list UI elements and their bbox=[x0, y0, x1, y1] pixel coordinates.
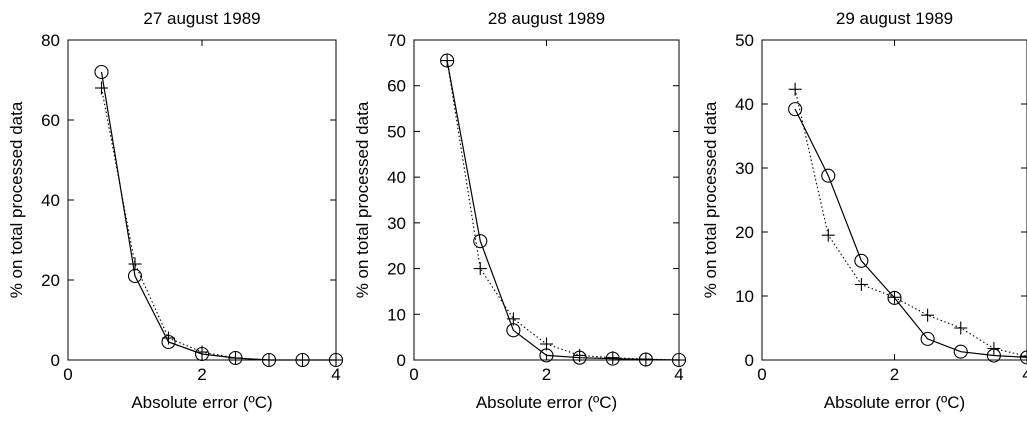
series-line-2 bbox=[795, 89, 1027, 356]
y-tick-label: 60 bbox=[387, 77, 406, 96]
y-tick-label: 30 bbox=[735, 159, 754, 178]
plot-area bbox=[95, 66, 343, 367]
subplot-3: 29 august 198902401020304050Absolute err… bbox=[701, 9, 1027, 412]
y-tick-label: 80 bbox=[41, 31, 60, 50]
x-tick-label: 0 bbox=[757, 365, 766, 384]
plot-frame bbox=[68, 40, 336, 360]
y-axis-label: % on total processed data bbox=[7, 101, 26, 298]
data-point-plus bbox=[474, 262, 487, 275]
plot-area bbox=[441, 54, 686, 366]
x-tick-label: 4 bbox=[674, 365, 683, 384]
x-tick-label: 4 bbox=[1022, 365, 1027, 384]
data-point-plus bbox=[954, 322, 967, 335]
y-tick-label: 40 bbox=[387, 168, 406, 187]
x-axis-label: Absolute error (ºC) bbox=[824, 393, 965, 412]
y-axis-label: % on total processed data bbox=[353, 101, 372, 298]
y-tick-label: 40 bbox=[735, 95, 754, 114]
y-tick-label: 0 bbox=[51, 351, 60, 370]
series-line-2 bbox=[447, 61, 679, 360]
y-tick-label: 10 bbox=[735, 287, 754, 306]
data-point-plus bbox=[129, 258, 142, 271]
data-point-plus bbox=[95, 82, 108, 95]
y-tick-label: 50 bbox=[387, 122, 406, 141]
data-point-plus bbox=[196, 346, 209, 359]
data-point-plus bbox=[606, 351, 619, 364]
x-tick-label: 0 bbox=[409, 365, 418, 384]
data-point-plus bbox=[987, 342, 1000, 355]
chart-title: 28 august 1989 bbox=[488, 9, 605, 28]
data-point-plus bbox=[540, 338, 553, 351]
data-point-plus bbox=[855, 278, 868, 291]
y-axis-label: % on total processed data bbox=[701, 101, 720, 298]
chart-title: 27 august 1989 bbox=[143, 9, 260, 28]
y-tick-label: 0 bbox=[397, 351, 406, 370]
series-line-1 bbox=[447, 61, 679, 360]
x-tick-label: 4 bbox=[331, 365, 340, 384]
y-tick-label: 20 bbox=[41, 271, 60, 290]
x-tick-label: 2 bbox=[890, 365, 899, 384]
y-tick-label: 0 bbox=[745, 351, 754, 370]
plot-frame bbox=[414, 40, 679, 360]
y-tick-label: 30 bbox=[387, 214, 406, 233]
series-line-1 bbox=[795, 109, 1027, 357]
y-tick-label: 70 bbox=[387, 31, 406, 50]
chart-title: 29 august 1989 bbox=[836, 9, 953, 28]
series-line-2 bbox=[102, 88, 337, 360]
x-tick-label: 0 bbox=[63, 365, 72, 384]
data-point-plus bbox=[789, 83, 802, 96]
data-point-plus bbox=[822, 229, 835, 242]
data-point-plus bbox=[507, 312, 520, 325]
y-tick-label: 20 bbox=[735, 223, 754, 242]
series-line-1 bbox=[102, 72, 337, 360]
y-tick-label: 50 bbox=[735, 31, 754, 50]
plot-frame bbox=[762, 40, 1027, 360]
data-point-plus bbox=[921, 309, 934, 322]
x-tick-label: 2 bbox=[542, 365, 551, 384]
y-tick-label: 20 bbox=[387, 260, 406, 279]
y-tick-label: 40 bbox=[41, 191, 60, 210]
x-axis-label: Absolute error (ºC) bbox=[476, 393, 617, 412]
x-tick-label: 2 bbox=[197, 365, 206, 384]
y-tick-label: 10 bbox=[387, 305, 406, 324]
x-axis-label: Absolute error (ºC) bbox=[131, 393, 272, 412]
y-tick-label: 60 bbox=[41, 111, 60, 130]
plot-area bbox=[789, 83, 1027, 364]
